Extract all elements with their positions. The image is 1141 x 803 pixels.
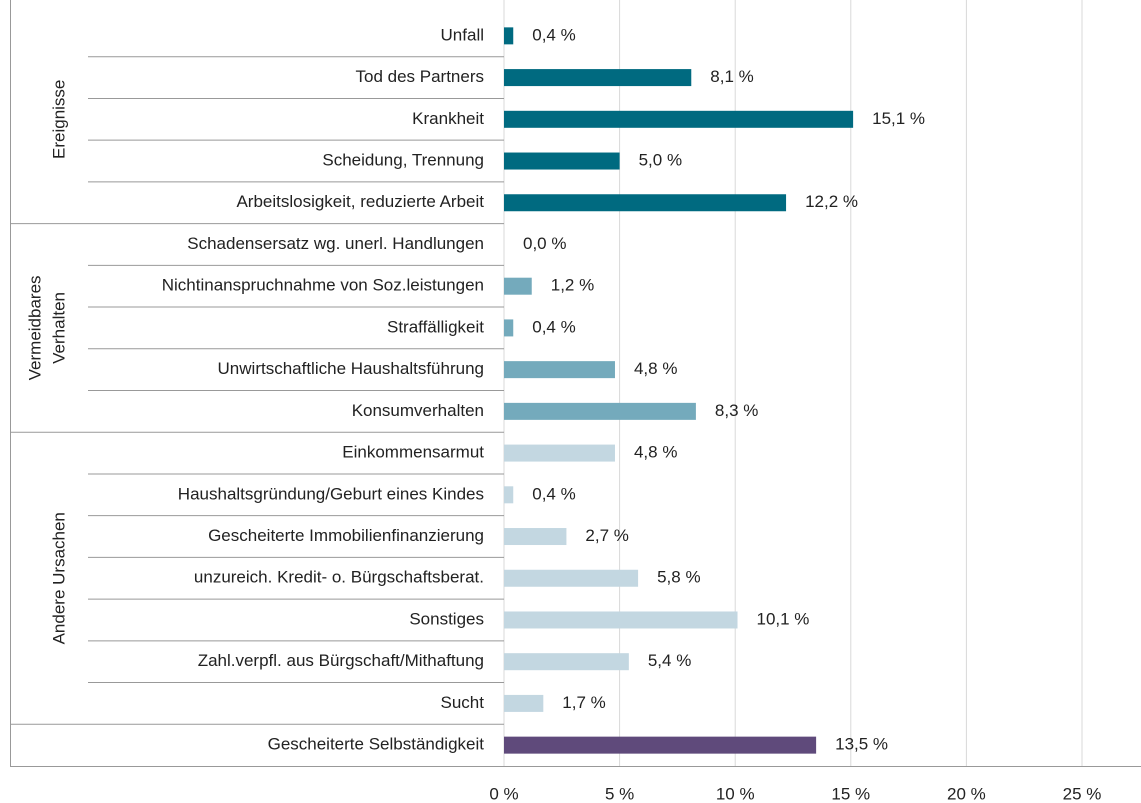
value-label: 12,2 %	[805, 192, 858, 211]
x-tick-label: 5 %	[605, 784, 634, 803]
value-label: 10,1 %	[757, 609, 810, 628]
x-tick-label: 10 %	[716, 784, 755, 803]
category-label: Sucht	[441, 693, 485, 712]
category-label: Sonstiges	[409, 609, 484, 628]
bar	[504, 110, 854, 128]
value-label: 8,1 %	[710, 67, 753, 86]
category-label: unzureich. Kredit- o. Bürgschaftsberat.	[194, 568, 484, 587]
bar	[504, 694, 544, 712]
value-label: 8,3 %	[715, 401, 758, 420]
value-label: 0,0 %	[523, 234, 566, 253]
bar	[504, 611, 738, 629]
bar	[504, 69, 692, 87]
category-label: Straffälligkeit	[387, 317, 484, 336]
group-label: Andere Ursachen	[49, 512, 68, 644]
x-tick-label: 25 %	[1063, 784, 1102, 803]
bar	[504, 486, 514, 504]
category-label: Einkommensarmut	[342, 443, 484, 462]
bar	[504, 319, 514, 337]
value-label: 0,4 %	[532, 25, 575, 44]
category-label: Unfall	[441, 25, 484, 44]
bar	[504, 361, 615, 379]
bar	[504, 277, 532, 295]
category-label: Haushaltsgründung/Geburt eines Kindes	[178, 484, 484, 503]
x-tick-label: 15 %	[831, 784, 870, 803]
value-label: 5,0 %	[639, 151, 682, 170]
bar	[504, 402, 696, 420]
category-label: Krankheit	[412, 109, 484, 128]
value-label: 4,8 %	[634, 443, 677, 462]
group-label: Ereignisse	[49, 80, 68, 159]
value-label: 4,8 %	[634, 359, 677, 378]
category-label: Unwirtschaftliche Haushaltsführung	[218, 359, 484, 378]
bar	[504, 152, 620, 170]
value-label: 0,4 %	[532, 484, 575, 503]
category-label: Nichtinanspruchnahme von Soz.leistungen	[162, 276, 484, 295]
category-label: Gescheiterte Immobilienfinanzierung	[208, 526, 484, 545]
value-label: 2,7 %	[585, 526, 628, 545]
bar	[504, 27, 514, 45]
value-label: 15,1 %	[872, 109, 925, 128]
category-label: Tod des Partners	[355, 67, 484, 86]
group-label: Vermeidbares	[25, 275, 44, 380]
value-label: 5,8 %	[657, 568, 700, 587]
value-label: 13,5 %	[835, 735, 888, 754]
category-label: Konsumverhalten	[352, 401, 484, 420]
bar	[504, 569, 639, 587]
category-label: Scheidung, Trennung	[322, 151, 484, 170]
value-label: 5,4 %	[648, 651, 691, 670]
category-label: Arbeitslosigkeit, reduzierte Arbeit	[236, 192, 484, 211]
value-label: 1,2 %	[551, 276, 594, 295]
x-tick-label: 0 %	[489, 784, 518, 803]
bar	[504, 736, 817, 754]
bar	[504, 528, 567, 546]
category-label: Schadensersatz wg. unerl. Handlungen	[187, 234, 484, 253]
value-label: 1,7 %	[562, 693, 605, 712]
category-label: Zahl.verpfl. aus Bürgschaft/Mithaftung	[198, 651, 484, 670]
bar	[504, 653, 629, 671]
category-label: Gescheiterte Selbständigkeit	[268, 735, 485, 754]
bar	[504, 444, 615, 462]
group-label: Verhalten	[49, 292, 68, 364]
x-tick-label: 20 %	[947, 784, 986, 803]
bar	[504, 194, 787, 212]
value-label: 0,4 %	[532, 317, 575, 336]
